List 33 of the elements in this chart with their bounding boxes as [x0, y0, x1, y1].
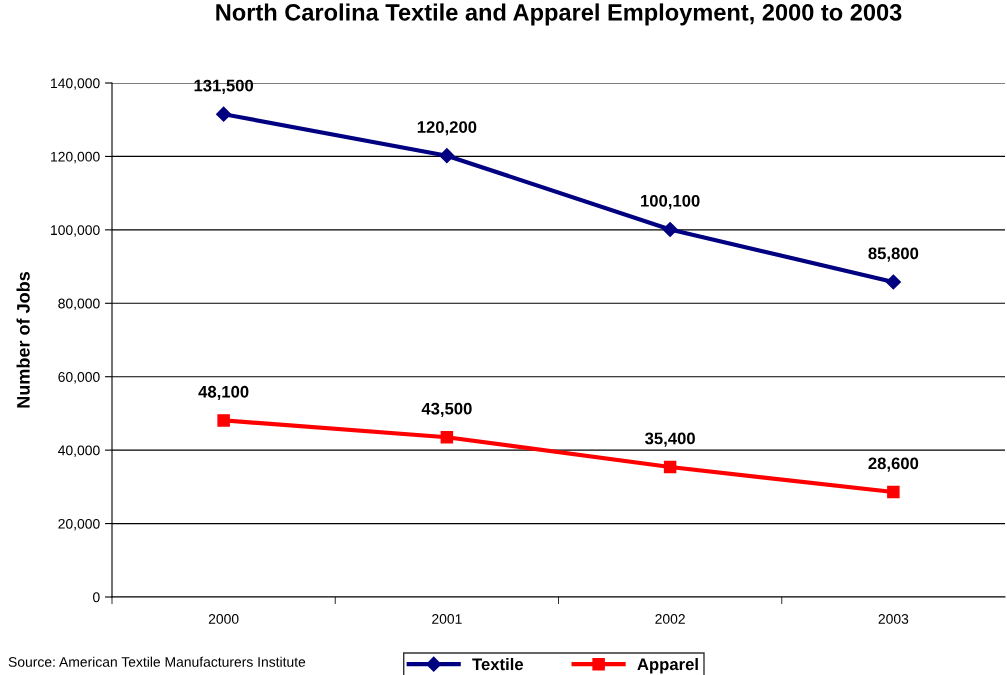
- x-tick-label: 2000: [208, 614, 239, 624]
- data-label: 131,500: [194, 79, 254, 94]
- point: [662, 221, 678, 238]
- data-label: 28,600: [868, 457, 919, 472]
- point: [885, 274, 901, 290]
- point: [887, 485, 900, 499]
- point: [217, 414, 230, 427]
- legend-label: Apparel: [637, 657, 698, 674]
- data-label: 35,400: [645, 432, 695, 447]
- chart-title: North Carolina Textile and Apparel Employment, 2000 to 2003: [216, 3, 902, 26]
- data-label: 43,500: [421, 402, 472, 417]
- y-tick-label: 0: [93, 592, 100, 603]
- source-note: Source: American Textile Manufacturers Institute: [8, 656, 306, 667]
- y-tick-label: 40,000: [58, 445, 100, 457]
- y-axis-title: Number of Jobs: [16, 272, 30, 408]
- data-label: 100,100: [641, 194, 700, 210]
- point: [440, 431, 454, 444]
- point: [216, 106, 232, 122]
- data-label: 85,800: [868, 247, 919, 262]
- y-tick-label: 100,000: [51, 225, 100, 237]
- y-tick-label: 120,000: [51, 151, 100, 164]
- data-label: 120,200: [417, 121, 477, 136]
- x-tick-label: 2002: [655, 614, 685, 624]
- y-tick-label: 20,000: [58, 518, 100, 531]
- x-tick-label: 2001: [432, 614, 462, 624]
- legend-label: Textile: [472, 657, 524, 671]
- point: [439, 148, 455, 164]
- y-tick-label: 80,000: [58, 298, 100, 311]
- y-tick-label: 140,000: [51, 78, 100, 90]
- x-tick-label: 2003: [878, 614, 909, 624]
- y-tick-label: 60,000: [58, 372, 100, 384]
- data-label: 48,100: [198, 385, 249, 401]
- point: [663, 460, 677, 474]
